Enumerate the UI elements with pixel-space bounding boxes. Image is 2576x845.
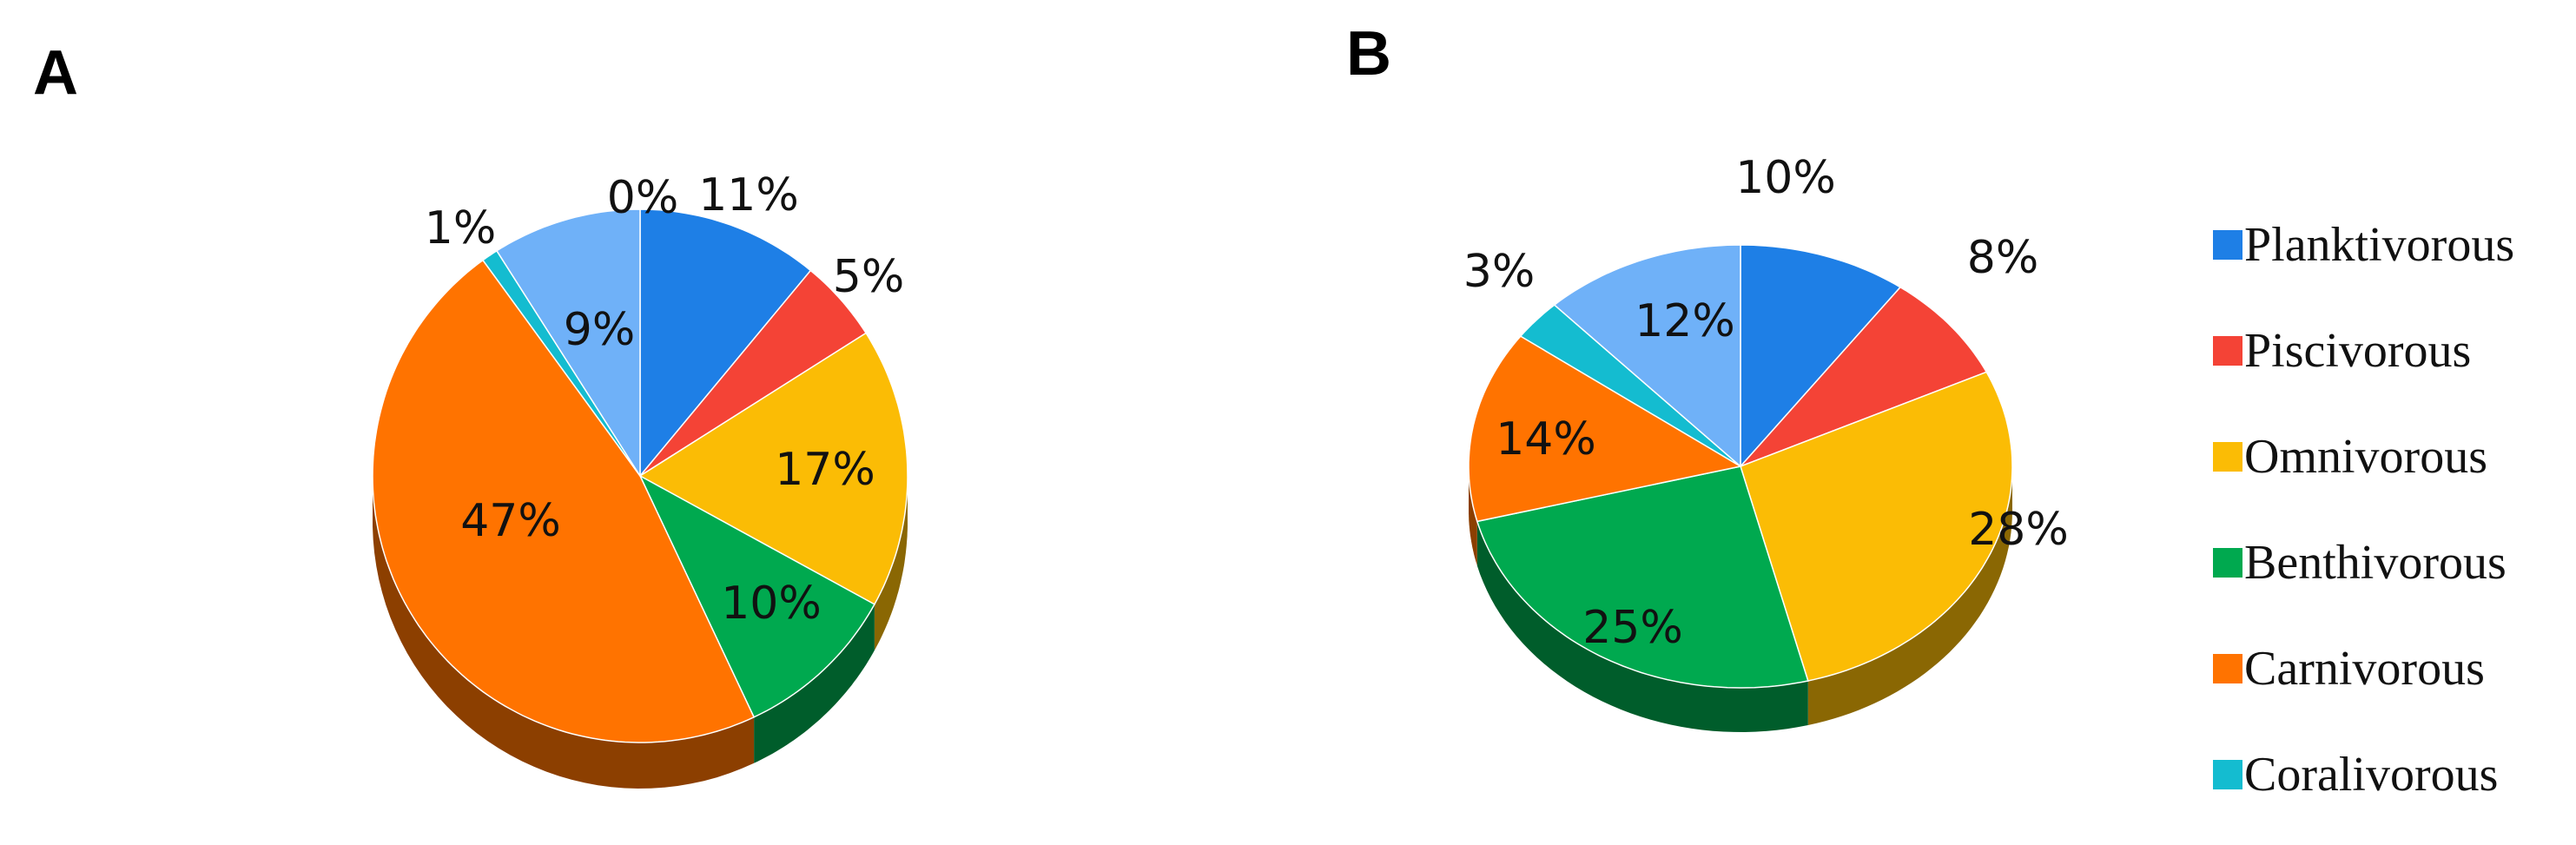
- legend-swatch-piscivorous: [2213, 336, 2242, 366]
- slice-label-planktivorous-0: 11%: [698, 169, 799, 221]
- legend: Planktivorous Piscivorous Omnivorous Ben…: [2213, 218, 2514, 802]
- legend-swatch-carnivorous: [2213, 654, 2242, 683]
- pie-slice-carnivorous-4: [372, 259, 756, 743]
- legend-swatch-planktivorous: [2213, 230, 2242, 260]
- pie-slice-carnivorous-4: [1468, 335, 1743, 523]
- slice-label-omnivorous-2: 17%: [775, 444, 875, 496]
- pie-slice-coralivorous-5: [481, 249, 641, 477]
- legend-label-benthivorous: Benthivorous: [2244, 536, 2507, 590]
- pie-slice-unlabeled-6: [1553, 244, 1741, 468]
- pie-slice-planktivorous-0: [639, 208, 812, 479]
- legend-swatch-benthivorous: [2213, 548, 2242, 578]
- panel-b-letter: B: [1346, 19, 1391, 89]
- slice-label-benthivorous-3: 10%: [721, 578, 822, 630]
- pie-slice-piscivorous-1: [639, 269, 868, 477]
- pie-side-omnivorous-2: [1807, 466, 2012, 725]
- pie-slice-coralivorous-5: [1519, 304, 1741, 467]
- pie-side-walls: [1469, 466, 2012, 732]
- pie-slice-benthivorous-3: [1476, 465, 1809, 689]
- pie-side-walls: [373, 477, 908, 789]
- pie-side-benthivorous-3: [1476, 521, 1808, 732]
- slice-label-coralivorous-5: 3%: [1463, 246, 1536, 298]
- slice-label-unlabeled-7: 9%: [564, 304, 636, 356]
- slice-label-piscivorous-1: 5%: [833, 251, 905, 303]
- panel-a-letter: A: [33, 38, 78, 108]
- pie-slice-omnivorous-2: [1740, 371, 2013, 682]
- legend-swatch-coralivorous: [2213, 760, 2242, 789]
- pie-chart-b: 10% 8% 28% 25% 14% 3% 12%: [1463, 152, 2069, 732]
- slice-label-carnivorous-4: 14%: [1496, 413, 1596, 465]
- pie-side-benthivorous-3: [754, 604, 875, 763]
- slice-label-planktivorous-0: 10%: [1735, 152, 1836, 204]
- slice-label-omnivorous-2: 28%: [1968, 504, 2069, 556]
- pie-slice-omnivorous-2: [638, 332, 908, 605]
- slice-label-unlabeled-6: 12%: [1635, 295, 1735, 347]
- slice-label-unlabeled-6: 0%: [607, 172, 679, 224]
- pie-slice-benthivorous-3: [638, 474, 875, 718]
- legend-label-carnivorous: Carnivorous: [2244, 642, 2485, 696]
- slice-label-benthivorous-3: 25%: [1582, 602, 1683, 654]
- legend-label-planktivorous: Planktivorous: [2244, 218, 2514, 272]
- pie-slice-piscivorous-1: [1740, 286, 1988, 467]
- slice-label-piscivorous-1: 8%: [1967, 232, 2039, 284]
- pie-side-carnivorous-4: [373, 480, 755, 789]
- slice-label-carnivorous-4: 47%: [460, 495, 561, 547]
- legend-label-piscivorous: Piscivorous: [2244, 324, 2471, 378]
- slice-label-coralivorous-5: 1%: [425, 202, 497, 254]
- pie-side-carnivorous-4: [1469, 466, 1477, 566]
- legend-swatch-omnivorous: [2213, 442, 2242, 472]
- pie-chart-a: 11% 5% 17% 10% 47% 1% 0% 9%: [372, 169, 908, 789]
- pie-slice-planktivorous-0: [1740, 244, 1902, 468]
- legend-label-coralivorous: Coralivorous: [2244, 748, 2498, 802]
- legend-label-omnivorous: Omnivorous: [2244, 430, 2487, 484]
- pie-side-omnivorous-2: [874, 477, 908, 650]
- pie-slice-unlabeled-7: [495, 208, 641, 479]
